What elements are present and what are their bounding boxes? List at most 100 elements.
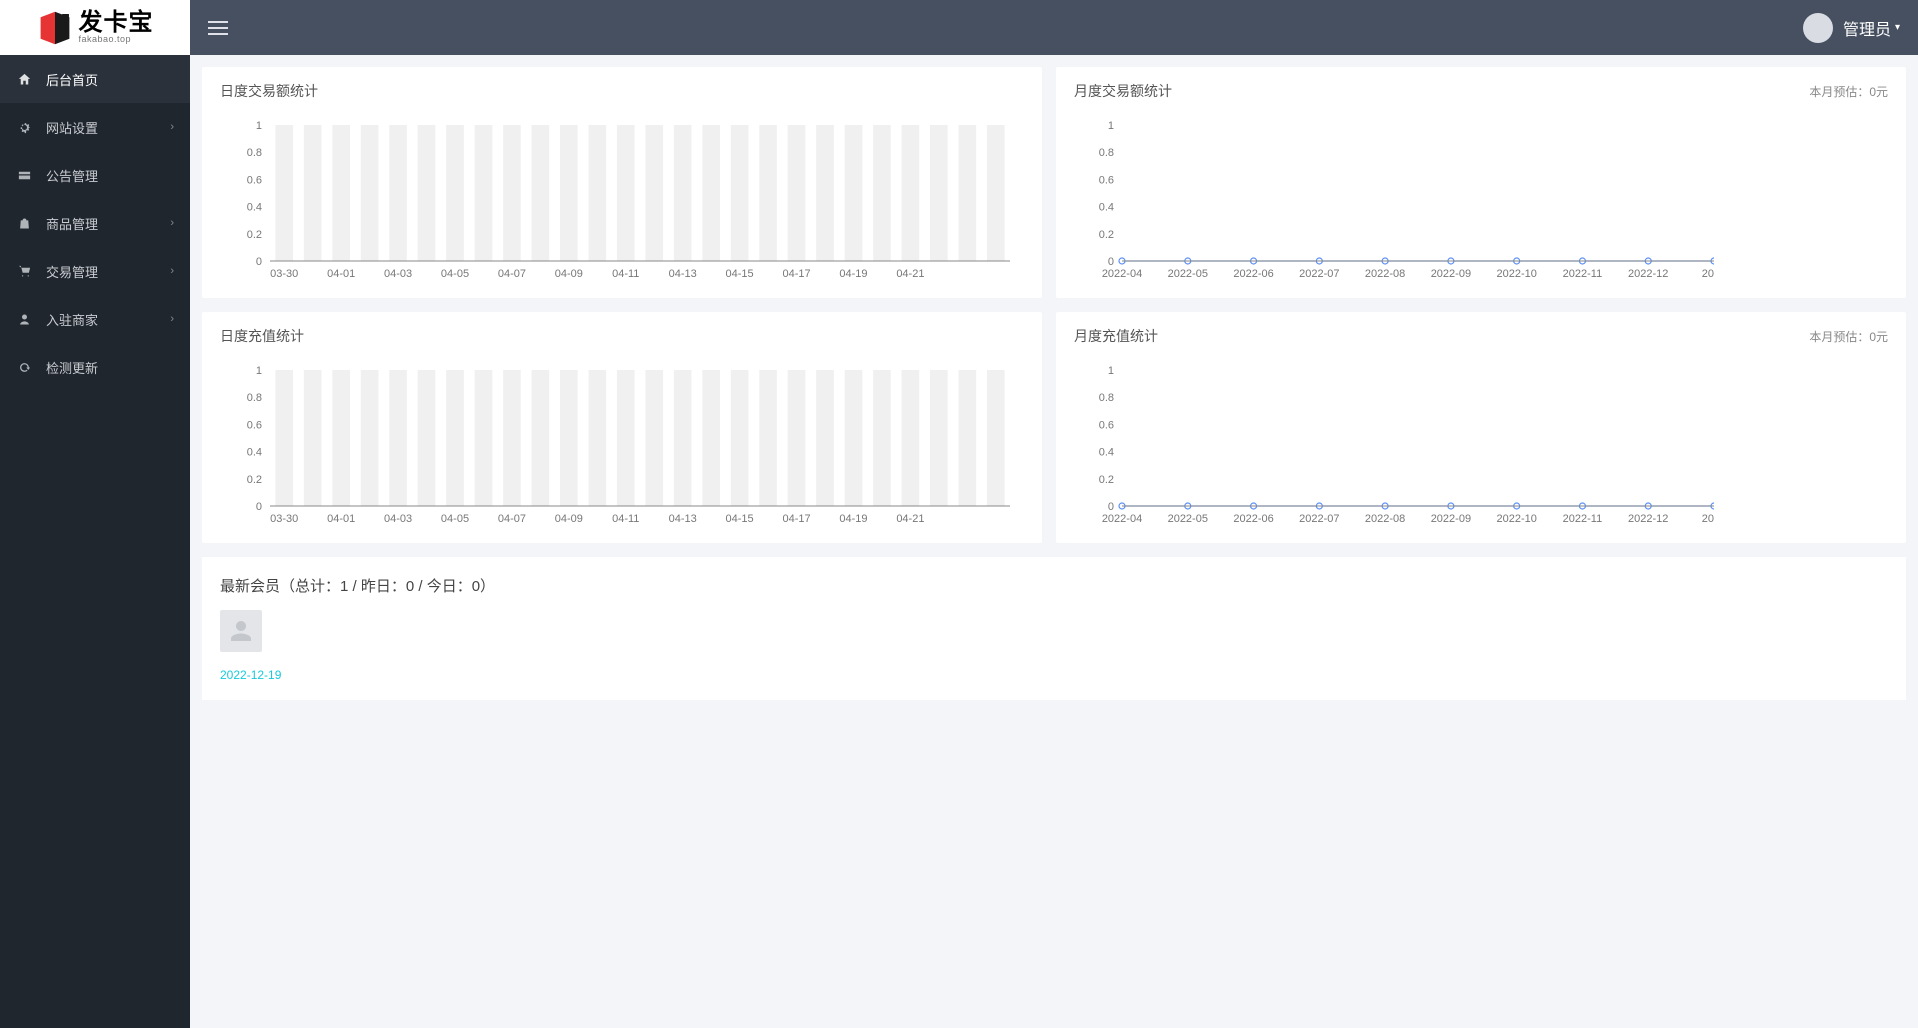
user-avatar[interactable] xyxy=(1803,13,1833,43)
svg-text:2022-07: 2022-07 xyxy=(1299,268,1339,280)
chart-monthly-trade: 00.20.40.60.812022-042022-052022-062022-… xyxy=(1074,115,1888,288)
sidebar: 发卡宝 fakabao.top 后台首页 网站设置 › 公告管理 商品管理 › xyxy=(0,0,190,1028)
chart-daily-recharge: 00.20.40.60.8103-3004-0104-0304-0504-070… xyxy=(220,360,1024,533)
home-icon xyxy=(16,71,32,87)
caret-down-icon[interactable]: ▾ xyxy=(1895,22,1900,33)
svg-text:0.2: 0.2 xyxy=(247,474,262,486)
svg-text:04-15: 04-15 xyxy=(726,513,754,525)
svg-text:2022-06: 2022-06 xyxy=(1233,268,1273,280)
brand-name: 发卡宝 xyxy=(79,11,154,35)
svg-text:0.6: 0.6 xyxy=(247,419,262,431)
sidebar-item-bag[interactable]: 商品管理 › xyxy=(0,199,190,247)
svg-text:04-07: 04-07 xyxy=(498,268,526,280)
chevron-right-icon: › xyxy=(170,217,174,229)
svg-text:2022-06: 2022-06 xyxy=(1233,513,1273,525)
sidebar-item-cart[interactable]: 交易管理 › xyxy=(0,247,190,295)
svg-text:04-03: 04-03 xyxy=(384,268,412,280)
svg-text:04-13: 04-13 xyxy=(669,268,697,280)
svg-text:2022-04: 2022-04 xyxy=(1102,513,1142,525)
svg-text:2022-09: 2022-09 xyxy=(1431,513,1471,525)
sidebar-item-card[interactable]: 公告管理 xyxy=(0,151,190,199)
svg-text:04-09: 04-09 xyxy=(555,513,583,525)
svg-text:2022-05: 2022-05 xyxy=(1168,513,1208,525)
toggle-sidebar-button[interactable] xyxy=(208,18,228,38)
svg-text:2022-07: 2022-07 xyxy=(1299,513,1339,525)
svg-text:0.4: 0.4 xyxy=(247,202,262,214)
svg-text:0.8: 0.8 xyxy=(1099,147,1114,159)
svg-text:1: 1 xyxy=(256,365,262,377)
svg-text:2023: 2023 xyxy=(1702,513,1714,525)
svg-text:04-17: 04-17 xyxy=(782,513,810,525)
svg-text:2022-05: 2022-05 xyxy=(1168,268,1208,280)
svg-text:2022-08: 2022-08 xyxy=(1365,268,1405,280)
menu: 后台首页 网站设置 › 公告管理 商品管理 › 交易管理 › 入驻商家 › xyxy=(0,55,190,391)
menu-label: 检测更新 xyxy=(46,358,174,377)
svg-text:0.2: 0.2 xyxy=(1099,229,1114,241)
svg-text:04-11: 04-11 xyxy=(612,268,639,280)
svg-text:0.6: 0.6 xyxy=(1099,174,1114,186)
card-monthly-trade: 月度交易额统计 本月预估：0元 00.20.40.60.812022-04202… xyxy=(1056,67,1906,298)
bag-icon xyxy=(16,215,32,231)
svg-text:0.8: 0.8 xyxy=(247,147,262,159)
card-icon xyxy=(16,167,32,183)
card-subtitle: 本月预估：0元 xyxy=(1809,328,1888,345)
chevron-right-icon: › xyxy=(170,313,174,325)
svg-text:1: 1 xyxy=(256,120,262,132)
svg-text:0: 0 xyxy=(256,501,262,513)
chevron-right-icon: › xyxy=(170,265,174,277)
user-name[interactable]: 管理员 xyxy=(1843,16,1891,40)
sidebar-item-home[interactable]: 后台首页 xyxy=(0,55,190,103)
svg-text:04-01: 04-01 xyxy=(327,513,355,525)
svg-text:2022-09: 2022-09 xyxy=(1431,268,1471,280)
person-icon xyxy=(220,610,262,652)
card-daily-trade: 日度交易额统计 00.20.40.60.8103-3004-0104-0304-… xyxy=(202,67,1042,298)
svg-text:04-07: 04-07 xyxy=(498,513,526,525)
member-item[interactable]: 2022-12-19 xyxy=(220,610,281,682)
card-subtitle: 本月预估：0元 xyxy=(1809,83,1888,100)
header: 管理员 ▾ xyxy=(190,0,1918,55)
refresh-icon xyxy=(16,359,32,375)
menu-label: 商品管理 xyxy=(46,214,170,233)
svg-text:0.4: 0.4 xyxy=(1099,202,1114,214)
svg-text:04-19: 04-19 xyxy=(839,513,867,525)
content: 日度交易额统计 00.20.40.60.8103-3004-0104-0304-… xyxy=(190,55,1918,1028)
svg-text:04-11: 04-11 xyxy=(612,513,639,525)
svg-text:0.2: 0.2 xyxy=(1099,474,1114,486)
svg-text:2022-12: 2022-12 xyxy=(1628,513,1668,525)
menu-label: 后台首页 xyxy=(46,70,174,89)
logo[interactable]: 发卡宝 fakabao.top xyxy=(0,0,190,55)
menu-label: 入驻商家 xyxy=(46,310,170,329)
svg-text:04-15: 04-15 xyxy=(726,268,754,280)
chevron-right-icon: › xyxy=(170,121,174,133)
svg-text:2022-08: 2022-08 xyxy=(1365,513,1405,525)
svg-text:2022-10: 2022-10 xyxy=(1496,268,1536,280)
svg-text:03-30: 03-30 xyxy=(270,513,298,525)
svg-text:04-01: 04-01 xyxy=(327,268,355,280)
sidebar-item-refresh[interactable]: 检测更新 xyxy=(0,343,190,391)
svg-text:0.4: 0.4 xyxy=(1099,447,1114,459)
cart-icon xyxy=(16,263,32,279)
members-title: 最新会员（总计：1 / 昨日：0 / 今日：0） xyxy=(220,575,1888,596)
brand-sub: fakabao.top xyxy=(79,35,154,44)
svg-text:04-03: 04-03 xyxy=(384,513,412,525)
card-title: 月度交易额统计 xyxy=(1074,81,1172,101)
svg-text:1: 1 xyxy=(1108,365,1114,377)
logo-icon xyxy=(37,10,73,46)
gear-icon xyxy=(16,119,32,135)
person-icon xyxy=(16,311,32,327)
menu-label: 公告管理 xyxy=(46,166,174,185)
card-latest-members: 最新会员（总计：1 / 昨日：0 / 今日：0） 2022-12-19 xyxy=(202,557,1906,700)
svg-text:2022-11: 2022-11 xyxy=(1563,268,1603,280)
chart-daily-trade: 00.20.40.60.8103-3004-0104-0304-0504-070… xyxy=(220,115,1024,288)
svg-text:04-05: 04-05 xyxy=(441,268,469,280)
svg-text:0.8: 0.8 xyxy=(247,392,262,404)
svg-text:1: 1 xyxy=(1108,120,1114,132)
menu-label: 交易管理 xyxy=(46,262,170,281)
svg-text:04-21: 04-21 xyxy=(896,268,924,280)
svg-text:04-13: 04-13 xyxy=(669,513,697,525)
sidebar-item-person[interactable]: 入驻商家 › xyxy=(0,295,190,343)
sidebar-item-gear[interactable]: 网站设置 › xyxy=(0,103,190,151)
svg-text:0.2: 0.2 xyxy=(247,229,262,241)
svg-text:04-19: 04-19 xyxy=(839,268,867,280)
svg-text:03-30: 03-30 xyxy=(270,268,298,280)
